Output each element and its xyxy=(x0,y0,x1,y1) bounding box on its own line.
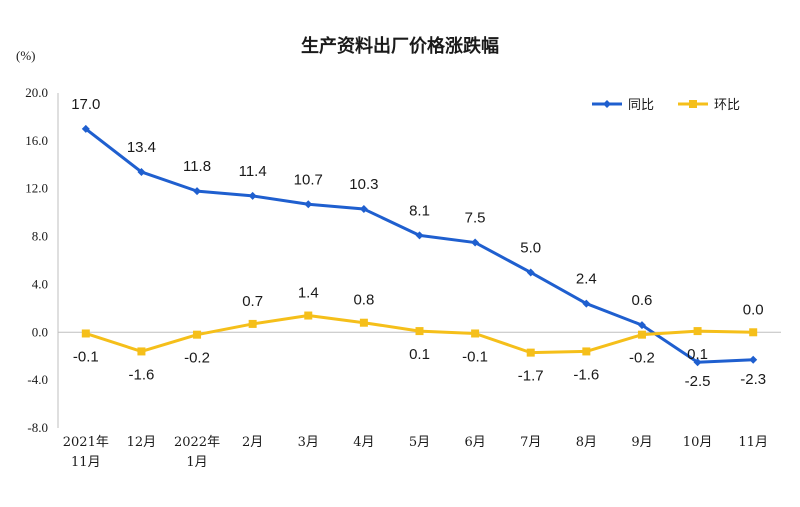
x-tick-label: 7月 xyxy=(520,435,541,450)
x-tick-label: 12月 xyxy=(127,435,157,450)
data-point xyxy=(81,124,90,133)
data-label: -2.3 xyxy=(740,371,766,388)
data-label: 0.0 xyxy=(743,301,764,318)
x-tick-label: 10月 xyxy=(683,435,713,450)
data-label: -0.2 xyxy=(629,350,655,367)
data-point xyxy=(749,328,758,337)
data-label: 0.1 xyxy=(687,346,708,363)
data-label: -0.2 xyxy=(184,350,210,367)
data-point xyxy=(582,347,591,356)
legend-label: 同比 xyxy=(628,98,654,113)
legend: 同比 环比 xyxy=(592,98,740,113)
data-point xyxy=(637,330,646,339)
data-point xyxy=(471,238,480,247)
data-point xyxy=(248,319,257,328)
x-tick-label: 9月 xyxy=(631,435,652,450)
data-point xyxy=(193,330,202,339)
axes: 20.0 16.0 12.0 8.0 4.0 0.0 -4.0 -8.0 2021年 11月 12月… xyxy=(25,85,781,470)
x-tick-label: 1月 xyxy=(186,455,207,470)
data-point xyxy=(415,231,424,240)
data-point xyxy=(193,187,202,196)
data-point xyxy=(81,329,90,338)
data-label: 5.0 xyxy=(520,239,541,256)
data-label: -1.7 xyxy=(518,368,544,385)
data-label: 0.1 xyxy=(409,346,430,363)
series-mom: -0.1 -1.6 -0.2 0.7 1.4 0.8 0.1 -0.1 -1.7 -1.6 -0.2… xyxy=(73,285,764,385)
y-tick-label: -4.0 xyxy=(27,372,48,387)
x-tick-label: 5月 xyxy=(409,435,430,450)
data-label: 11.8 xyxy=(183,158,211,175)
x-tick-label: 11月 xyxy=(738,435,768,450)
data-label: -1.6 xyxy=(128,366,154,383)
data-label: 0.6 xyxy=(632,292,653,309)
x-tick-label: 11月 xyxy=(71,455,101,470)
data-point xyxy=(137,347,146,356)
data-label: 0.8 xyxy=(353,292,374,309)
data-point xyxy=(637,321,646,330)
x-tick-label: 6月 xyxy=(464,435,485,450)
x-tick-label: 4月 xyxy=(353,435,374,450)
legend-item-mom: 环比 xyxy=(678,98,740,113)
data-label: 13.4 xyxy=(127,139,156,156)
data-point xyxy=(526,348,535,357)
data-point xyxy=(248,191,257,200)
y-tick-label: 12.0 xyxy=(25,181,48,196)
legend-marker xyxy=(603,100,611,108)
x-tick-label: 2022年 xyxy=(174,435,220,450)
data-point xyxy=(304,311,313,320)
data-label: -0.1 xyxy=(73,348,99,365)
data-point xyxy=(582,299,591,308)
y-axis-unit: (%) xyxy=(16,48,36,63)
x-tick-label: 8月 xyxy=(576,435,597,450)
x-tick-label: 2021年 xyxy=(63,435,109,450)
data-point xyxy=(359,205,368,214)
data-point xyxy=(304,200,313,209)
legend-label: 环比 xyxy=(714,98,740,113)
data-label: 7.5 xyxy=(465,210,486,227)
data-point xyxy=(749,355,758,364)
series-layer: 17.013.411.8 11.4 10.7 10.38.1 7.55.02.40.6-… xyxy=(71,96,766,390)
y-tick-label: 16.0 xyxy=(25,133,48,148)
data-label: 10.3 xyxy=(349,176,378,193)
data-label: 10.7 xyxy=(294,171,323,188)
legend-marker xyxy=(689,100,697,108)
data-point xyxy=(471,329,480,338)
data-label: 1.4 xyxy=(298,285,319,302)
y-tick-label: 20.0 xyxy=(25,85,48,100)
series-yoy: 17.013.411.8 11.4 10.7 10.38.1 7.55.02.40.6-… xyxy=(71,96,766,390)
x-tick-label: 3月 xyxy=(298,435,319,450)
data-label: 17.0 xyxy=(71,96,100,113)
data-point xyxy=(693,358,702,367)
data-label: -0.1 xyxy=(462,348,488,365)
chart-title: 生产资料出厂价格涨跌幅 xyxy=(301,35,499,57)
x-tick-label: 2月 xyxy=(242,435,263,450)
data-point xyxy=(693,327,702,336)
data-label: 11.4 xyxy=(239,163,267,180)
data-label: 8.1 xyxy=(409,202,430,219)
data-label: 2.4 xyxy=(576,271,597,288)
data-label: -2.5 xyxy=(685,373,711,390)
data-label: -1.6 xyxy=(573,366,599,383)
data-point xyxy=(137,167,146,176)
data-point xyxy=(415,327,424,336)
data-label: 0.7 xyxy=(242,293,263,310)
y-tick-label: -8.0 xyxy=(27,420,48,435)
y-tick-label: 8.0 xyxy=(32,229,48,244)
data-point xyxy=(526,268,535,277)
y-tick-label: 4.0 xyxy=(32,276,48,291)
legend-item-yoy: 同比 xyxy=(592,98,654,113)
y-tick-label: 0.0 xyxy=(32,324,48,339)
data-point xyxy=(359,318,368,327)
